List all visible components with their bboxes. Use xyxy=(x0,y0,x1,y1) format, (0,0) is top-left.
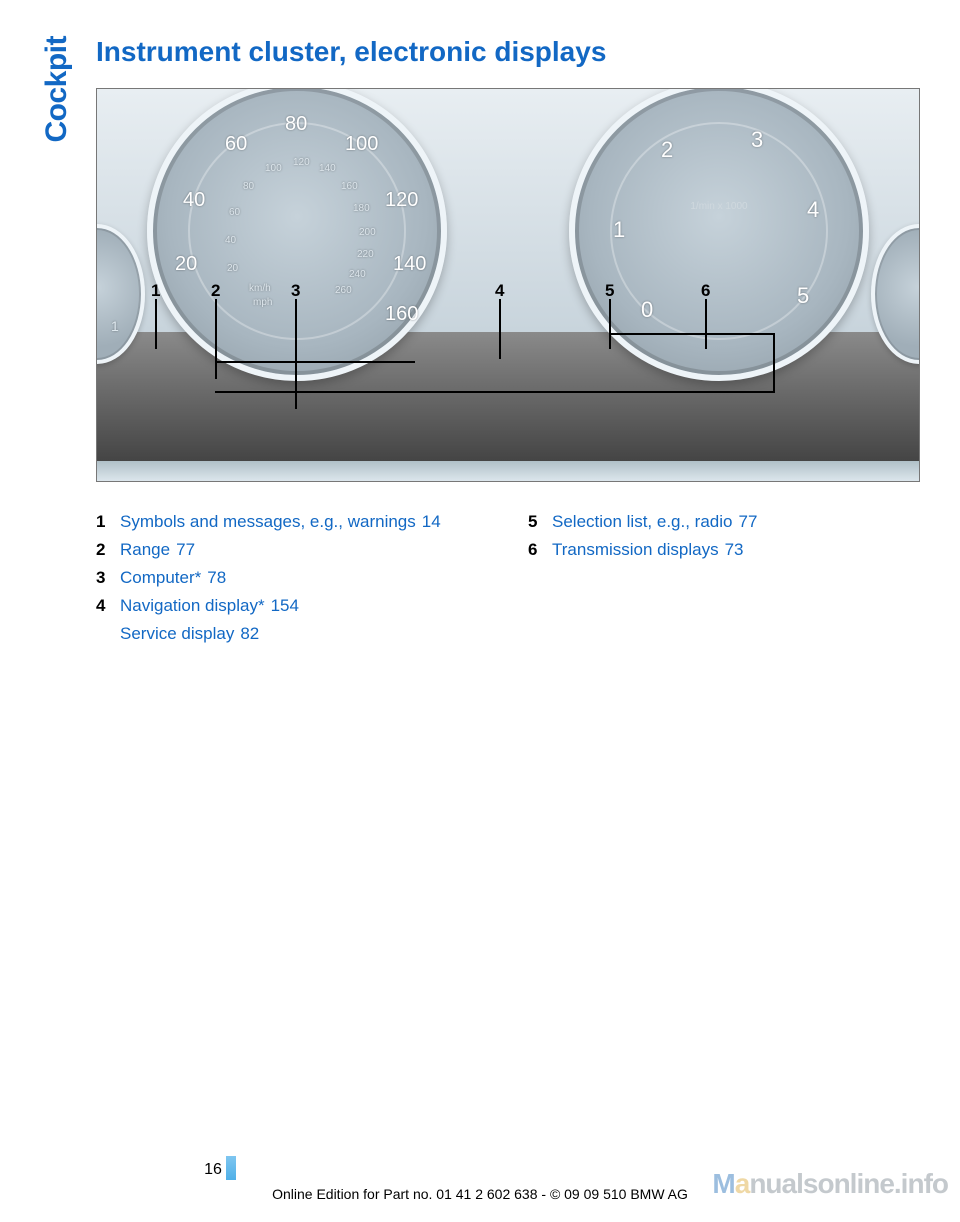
legend-item: 2Range77 xyxy=(96,536,488,564)
legend-col-right: 5Selection list, e.g., radio77 6Transmis… xyxy=(528,508,920,648)
footer-text: Online Edition for Part no. 01 41 2 602 … xyxy=(272,1186,688,1202)
speedo-num: 20 xyxy=(175,253,197,276)
speedo-inner: 100 xyxy=(265,163,282,174)
legend-item: 4Navigation display*154 xyxy=(96,592,488,620)
figure-bottom-trim xyxy=(97,461,919,481)
speedo-inner: 220 xyxy=(357,249,374,260)
speedo-num: 120 xyxy=(385,189,418,212)
legend-item: 6Transmission displays73 xyxy=(528,536,920,564)
legend-item: 1Symbols and messages, e.g., warnings14 xyxy=(96,508,488,536)
watermark: Manualsonline.info xyxy=(712,1168,948,1200)
speedo-inner: 20 xyxy=(227,263,238,274)
tacho-num: 2 xyxy=(661,137,673,163)
page-content: Instrument cluster, electronic displays … xyxy=(96,0,920,648)
legend-item: 5Selection list, e.g., radio77 xyxy=(528,508,920,536)
speedo-num: 60 xyxy=(225,133,247,156)
page-number: 16 xyxy=(0,1158,700,1182)
speedo-unit: km/h xyxy=(249,283,271,294)
speedo-inner: 260 xyxy=(335,285,352,296)
legend-item: Service display82 xyxy=(96,620,488,648)
speedo-num: 100 xyxy=(345,133,378,156)
speedo-inner: 140 xyxy=(319,163,336,174)
speedo-num: 80 xyxy=(285,113,307,136)
temp-gauge xyxy=(871,224,920,364)
callout-4: 4 xyxy=(495,281,504,301)
callout-6: 6 xyxy=(701,281,710,301)
speedo-inner: 160 xyxy=(341,181,358,192)
tacho-num: 1 xyxy=(613,217,625,243)
speedo-inner: 80 xyxy=(243,181,254,192)
tacho-label: 1/min x 1000 xyxy=(575,201,863,212)
tacho-num: 5 xyxy=(797,283,809,309)
callout-1: 1 xyxy=(151,281,160,301)
legend-item: 3Computer*78 xyxy=(96,564,488,592)
callout-5: 5 xyxy=(605,281,614,301)
speedo-num: 140 xyxy=(393,253,426,276)
section-tab: Cockpit xyxy=(40,36,74,143)
mini-gauge-number: 1 xyxy=(111,318,119,334)
speedo-inner: 60 xyxy=(229,207,240,218)
speedo-inner: 240 xyxy=(349,269,366,280)
callout-2: 2 xyxy=(211,281,220,301)
speedometer: 20 40 60 80 100 120 140 160 20 40 60 80 … xyxy=(147,88,447,381)
fuel-gauge: 1 xyxy=(96,224,145,364)
speedo-unit: mph xyxy=(253,297,272,308)
speedo-num: 40 xyxy=(183,189,205,212)
tachometer: 0 1 2 3 4 5 1/min x 1000 xyxy=(569,88,869,381)
instrument-cluster-figure: 1 20 40 60 80 100 120 140 160 20 40 60 8… xyxy=(96,88,920,482)
tacho-num: 3 xyxy=(751,127,763,153)
speedo-inner: 40 xyxy=(225,235,236,246)
speedo-num: 160 xyxy=(385,303,418,326)
speedo-inner: 120 xyxy=(293,157,310,168)
legend-list: 1Symbols and messages, e.g., warnings14 … xyxy=(96,508,920,648)
speedo-inner: 180 xyxy=(353,203,370,214)
tacho-num: 0 xyxy=(641,297,653,323)
speedo-inner: 200 xyxy=(359,227,376,238)
legend-col-left: 1Symbols and messages, e.g., warnings14 … xyxy=(96,508,488,648)
callout-3: 3 xyxy=(291,281,300,301)
page-title: Instrument cluster, electronic displays xyxy=(96,36,920,68)
